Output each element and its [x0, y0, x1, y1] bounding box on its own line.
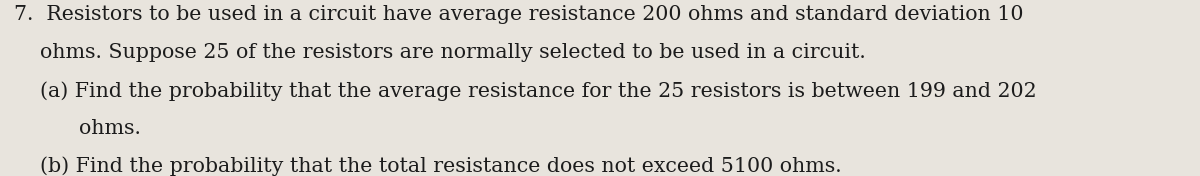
Text: ohms. Suppose 25 of the resistors are normally selected to be used in a circuit.: ohms. Suppose 25 of the resistors are no…: [14, 43, 866, 62]
Text: (a) Find the probability that the average resistance for the 25 resistors is bet: (a) Find the probability that the averag…: [14, 81, 1037, 101]
Text: ohms.: ohms.: [14, 119, 142, 138]
Text: (b) Find the probability that the total resistance does not exceed 5100 ohms.: (b) Find the probability that the total …: [14, 157, 842, 176]
Text: 7.  Resistors to be used in a circuit have average resistance 200 ohms and stand: 7. Resistors to be used in a circuit hav…: [14, 5, 1024, 24]
